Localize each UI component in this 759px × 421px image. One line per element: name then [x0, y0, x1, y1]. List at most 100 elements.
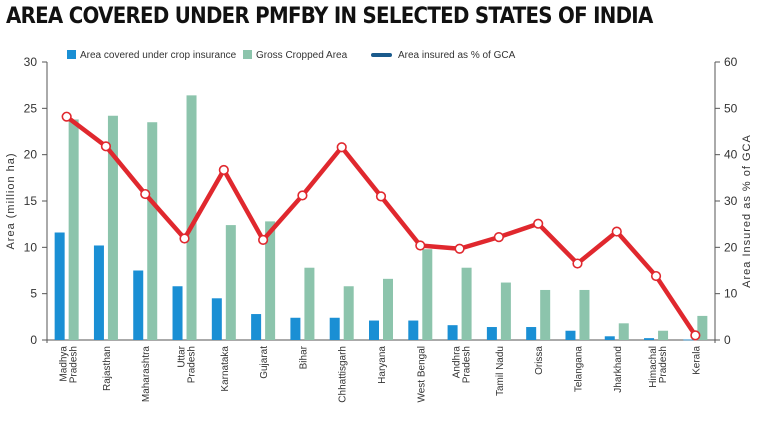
category-label: MadhyaPradesh: [59, 346, 80, 384]
category-label-line: Pradesh: [658, 346, 669, 383]
insured-area-bar: [447, 325, 458, 340]
gross-cropped-area-bar: [147, 122, 158, 340]
left-tick-label: 10: [24, 240, 38, 254]
insured-pct-marker: [572, 258, 583, 269]
gross-cropped-area-bar: [304, 267, 315, 340]
category-label-line: Haryana: [377, 346, 388, 384]
gross-cropped-area-bar: [68, 119, 79, 340]
insured-area-bar: [369, 320, 379, 340]
left-tick-label: 5: [30, 287, 37, 301]
insured-pct-marker: [533, 218, 544, 229]
left-tick-label: 20: [24, 148, 38, 162]
category-label-line: Tamil Nadu: [495, 346, 506, 396]
gross-cropped-area-bar: [658, 330, 669, 340]
chart-title: AREA COVERED UNDER PMFBY IN SELECTED STA…: [6, 4, 653, 29]
insured-pct-marker: [140, 188, 151, 200]
insured-area-bar: [683, 339, 694, 341]
insured-area-bar: [604, 336, 615, 340]
left-tick-label: 15: [24, 194, 38, 208]
insured-pct-marker: [454, 243, 465, 254]
category-label: Orissa: [534, 346, 545, 375]
category-label: Jharkhand: [613, 346, 624, 393]
insured-area-bar: [408, 320, 419, 340]
legend-swatch-gross-cropped-area: [243, 50, 252, 59]
category-label: West Bengal: [416, 346, 427, 403]
legend-label-insured-area: Area covered under crop insurance: [80, 50, 237, 61]
category-label-line: Gujarat: [259, 346, 270, 379]
insured-pct-marker: [690, 330, 701, 341]
category-label: UttarPradesh: [177, 345, 198, 383]
insured-pct-marker: [61, 111, 72, 122]
gross-cropped-area-bar: [383, 278, 393, 340]
category-label: AndhraPradesh: [452, 346, 473, 384]
left-axis-label: Area (million ha): [5, 152, 17, 249]
category-label-line: Kerala: [691, 346, 702, 375]
right-tick-label: 50: [724, 101, 738, 115]
category-label: Kerala: [691, 346, 702, 375]
category-label-line: Madhya: [59, 346, 70, 382]
insured-area-bar: [133, 270, 144, 340]
insured-pct-marker: [100, 141, 112, 152]
right-tick-label: 10: [724, 287, 738, 301]
gross-cropped-area-bar: [265, 221, 276, 340]
right-tick-label: 30: [724, 194, 738, 208]
insured-area-bar: [290, 317, 301, 340]
gross-cropped-area-bar: [697, 315, 708, 340]
left-tick-label: 30: [24, 55, 38, 69]
category-label-line: Jharkhand: [613, 346, 624, 393]
legend-swatch-insured-pct: [371, 53, 392, 57]
gross-cropped-area-bar: [540, 289, 551, 340]
legend-label-insured-pct: Area insured as % of GCA: [398, 50, 516, 61]
insured-pct-marker: [650, 270, 662, 282]
category-label-line: Pradesh: [69, 346, 80, 383]
category-label-line: Karnataka: [220, 346, 231, 392]
insured-pct-marker: [297, 190, 308, 201]
category-label-line: Himachal: [648, 346, 659, 388]
category-label-line: Telangana: [573, 346, 584, 393]
gross-cropped-area-bar: [186, 95, 197, 340]
category-label-line: Pradesh: [462, 346, 473, 383]
gross-cropped-area-bar: [107, 115, 118, 340]
insured-pct-marker: [218, 164, 229, 176]
category-label: HimachalPradesh: [648, 346, 669, 388]
right-tick-label: 0: [724, 333, 731, 347]
category-label: Haryana: [377, 346, 388, 384]
legend-swatch-insured-area: [67, 50, 76, 59]
insured-pct-marker: [415, 240, 426, 251]
insured-area-bar: [526, 327, 537, 340]
insured-area-bar: [329, 317, 340, 340]
insured-pct-marker: [611, 226, 622, 237]
gross-cropped-area-bar: [500, 282, 511, 340]
category-label-line: Maharashtra: [141, 346, 152, 403]
gross-cropped-area-bar: [343, 286, 354, 340]
category-label-line: Orissa: [534, 346, 545, 375]
category-label-line: Andhra: [452, 346, 463, 379]
category-label: Karnataka: [220, 346, 231, 392]
left-tick-label: 25: [24, 101, 38, 115]
gross-cropped-area-bar: [225, 225, 236, 340]
category-label: Rajasthan: [102, 346, 113, 391]
category-label-line: West Bengal: [416, 346, 427, 403]
right-tick-label: 20: [724, 240, 738, 254]
right-tick-label: 40: [724, 148, 738, 162]
right-tick-label: 60: [724, 55, 738, 69]
right-axis-label: Area Insured as % of GCA: [741, 134, 753, 288]
insured-pct-marker: [336, 142, 347, 153]
category-label-line: Rajasthan: [102, 346, 113, 391]
category-label: Maharashtra: [141, 346, 152, 403]
category-label-line: Chhattisgarh: [338, 346, 349, 403]
category-label: Telangana: [573, 346, 584, 393]
insured-pct-marker: [375, 191, 387, 202]
insured-area-bar: [486, 327, 497, 340]
category-label: Tamil Nadu: [495, 346, 506, 396]
gross-cropped-area-bar: [422, 249, 433, 340]
insured-pct-marker: [258, 234, 269, 246]
insured-pct-line: [64, 114, 698, 338]
gross-cropped-area-bar: [579, 289, 590, 340]
insured-area-bar: [54, 232, 65, 340]
category-label: Gujarat: [259, 346, 270, 379]
category-label-line: Uttar: [177, 345, 188, 367]
category-label-line: Bihar: [298, 345, 309, 369]
left-tick-label: 0: [30, 333, 37, 347]
